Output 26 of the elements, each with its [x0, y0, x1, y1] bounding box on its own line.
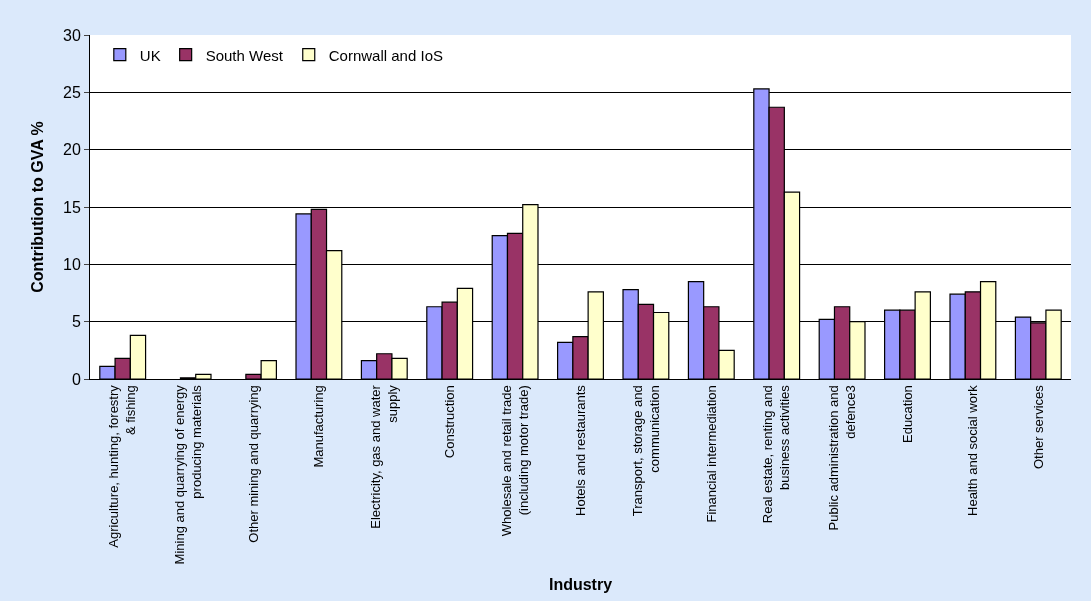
y-tick-label: 15	[63, 198, 81, 216]
x-tick-label: Hotels and restaurants	[572, 384, 588, 516]
x-axis-title: Industry	[548, 576, 613, 594]
x-tick-label: Financial intermediation	[703, 385, 719, 523]
x-tick-label: Construction	[441, 385, 457, 459]
x-tick-label: Real estate, renting and business activities	[760, 384, 793, 524]
y-axis-title: Contribution to GVA %	[28, 121, 46, 293]
x-tick-label: Wholesale and retail trade (including motor trade)	[498, 385, 531, 537]
x-tick-label: Electricity, gas and water supply	[368, 384, 400, 529]
x-tick-label: Manufacturing	[311, 385, 327, 468]
x-tick-label: Health and social work	[965, 384, 981, 516]
x-tick-label: Other mining and quarrying	[245, 385, 261, 543]
y-tick-label: 0	[71, 370, 81, 388]
x-tick-label: Agriculture, hunting, forestry & fishing	[106, 384, 139, 548]
x-tick-label: Transport, storage and communication	[629, 385, 662, 517]
legend-label: South West	[205, 46, 284, 64]
y-tick-label: 30	[63, 26, 81, 44]
y-tick-label: 5	[71, 313, 81, 331]
y-tick-label: 25	[63, 83, 81, 101]
legend-label: Cornwall and IoS	[328, 46, 443, 64]
x-tick-label: Mining and quarrying of energy producing materials	[171, 384, 204, 565]
x-tick-label: Education	[899, 385, 915, 444]
y-tick-label: 20	[63, 141, 81, 159]
x-tick-label: Other services	[1030, 384, 1046, 470]
legend-label: UK	[139, 46, 161, 64]
y-tick-label: 10	[63, 255, 81, 273]
